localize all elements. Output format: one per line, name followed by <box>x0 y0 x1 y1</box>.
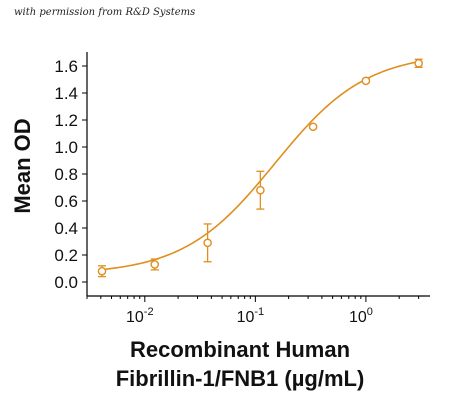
y-tick-label: 0.2 <box>54 246 78 265</box>
x-axis-label-line1: Recombinant Human <box>129 337 351 362</box>
x-tick-label: 100 <box>349 306 373 326</box>
y-tick-label: 0.6 <box>54 192 78 211</box>
y-tick-label: 1.6 <box>54 57 78 76</box>
data-point <box>97 266 107 276</box>
data-point <box>150 260 160 269</box>
y-axis-label: Mean OD <box>10 118 35 214</box>
attribution-text: with permission from R&D Systems <box>14 7 196 18</box>
y-tick-label: 1.2 <box>54 111 78 130</box>
x-tick-label: 10-2 <box>126 306 154 326</box>
data-point <box>308 122 318 132</box>
data-point <box>256 185 265 195</box>
y-tick-label: 0.8 <box>54 165 78 184</box>
y-tick-label: 1.0 <box>54 138 78 157</box>
y-tick-label: 0.4 <box>54 219 78 238</box>
data-point <box>203 238 212 248</box>
y-tick-label: 1.4 <box>54 84 78 103</box>
data-point <box>414 59 423 68</box>
y-tick-label: 0.0 <box>54 273 78 292</box>
fit-curve <box>101 60 419 271</box>
x-axis-label-line2: Fibrillin-1/FNB1 (µg/mL) <box>115 366 365 391</box>
x-tick-label: 10-1 <box>237 306 265 326</box>
data-point <box>361 76 371 86</box>
